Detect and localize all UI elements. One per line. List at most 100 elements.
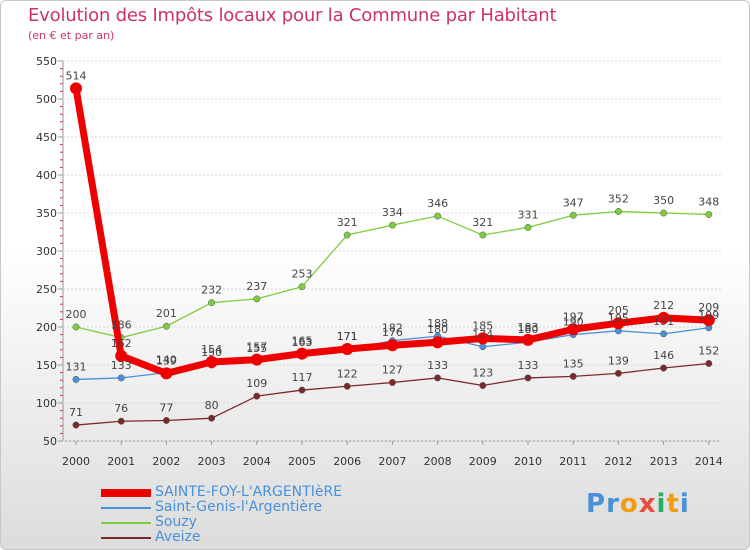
data-label: 165 [292,335,313,348]
data-label: 232 [201,284,222,297]
data-point [70,82,82,95]
data-point [388,379,396,386]
data-point [341,343,354,356]
x-tick-label: 2010 [514,455,542,468]
logo-letter: x [638,489,657,519]
data-point [524,374,532,382]
x-tick-label: 2005 [288,455,316,468]
data-point [343,382,351,390]
data-label: 321 [337,216,358,229]
data-label: 182 [382,322,403,335]
data-point [705,211,713,218]
data-label: 346 [427,197,448,210]
data-point [162,322,170,330]
x-tick-label: 2002 [152,455,180,468]
data-point [614,208,622,215]
data-point [522,333,534,346]
data-label: 348 [698,196,719,209]
data-label: 209 [698,301,719,314]
data-label: 347 [563,196,584,209]
logo-letter: t [666,489,680,519]
x-tick-label: 2014 [695,455,723,468]
data-label: 188 [427,317,448,330]
x-tick-label: 2007 [378,455,406,468]
data-label: 200 [66,308,87,321]
data-label: 123 [472,367,493,380]
y-tick-label: 550 [36,55,57,68]
y-tick-label: 400 [36,169,57,182]
data-point [72,323,80,331]
data-point [431,336,444,349]
chart-title: Evolution des Impôts locaux pour la Comm… [28,5,557,26]
data-point [253,392,261,400]
data-label: 205 [608,304,629,317]
data-point [614,369,622,377]
y-tick-label: 100 [36,397,57,410]
legend-label: Saint-Genis-l'Argentière [155,499,323,515]
data-point [476,332,489,345]
y-tick-label: 450 [36,131,57,144]
data-point [298,386,306,394]
data-point [705,360,713,367]
data-label: 80 [205,399,219,412]
x-tick-label: 2004 [243,455,271,468]
data-point [524,223,532,231]
data-label: 190 [563,316,584,329]
logo-letter: r [606,489,620,519]
data-label: 154 [201,343,222,356]
data-label: 174 [472,328,493,341]
data-point [479,382,487,389]
data-label: 321 [472,216,493,229]
data-point [72,421,80,429]
legend-swatch [101,522,151,524]
data-point [612,317,625,330]
data-label: 334 [382,206,403,219]
data-point [657,311,670,324]
y-tick-label: 50 [43,435,57,448]
data-point [569,372,577,380]
data-point [117,417,125,425]
y-tick-label: 250 [36,283,57,296]
data-point [660,209,668,217]
data-label: 201 [156,307,177,320]
data-label: 127 [382,363,403,376]
data-label: 212 [653,299,674,312]
data-label: 514 [66,69,87,82]
y-tick-label: 350 [36,207,57,220]
data-point [386,339,399,352]
legend-label: SAINTE-FOY-L'ARGENTIèRE [155,484,343,500]
legend-swatch [101,537,151,539]
data-point [434,374,442,382]
data-label: 186 [111,319,132,332]
data-point [569,211,577,219]
data-point [117,374,125,382]
data-point [160,367,173,380]
data-label: 150 [201,346,222,359]
data-label: 185 [472,319,493,332]
x-tick-label: 2013 [650,455,678,468]
data-point [208,414,216,422]
data-point [388,221,396,229]
data-point [296,347,308,360]
data-point [253,295,261,303]
data-label: 122 [337,367,358,380]
x-tick-label: 2003 [198,455,226,468]
data-point [162,417,170,424]
data-label: 171 [337,330,358,343]
data-label: 331 [518,208,539,221]
y-tick-label: 500 [36,93,57,106]
data-label: 133 [427,359,448,372]
data-label: 195 [608,312,629,325]
data-label: 183 [518,321,539,334]
data-label: 152 [698,344,719,357]
data-label: 191 [653,315,674,328]
data-point [660,330,668,338]
x-tick-label: 2006 [333,455,361,468]
legend-label: Souzy [155,514,197,530]
legend-swatch [101,507,151,509]
data-label: 162 [111,337,132,350]
logo-letter: i [656,489,667,519]
x-tick-label: 2011 [559,455,587,468]
data-label: 155 [246,342,267,355]
